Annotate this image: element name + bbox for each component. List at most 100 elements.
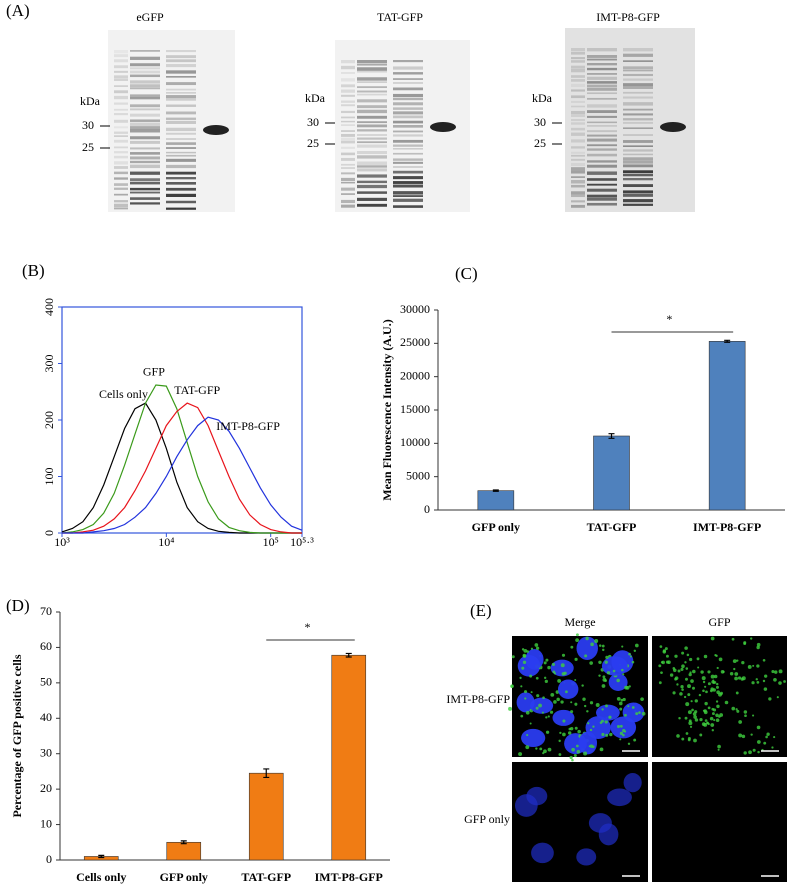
gel-band — [114, 135, 128, 137]
gfp-signal — [524, 690, 528, 694]
gfp-signal — [683, 695, 687, 699]
gel-band — [393, 147, 423, 150]
gel-band — [357, 144, 387, 148]
gel-band — [623, 86, 653, 89]
gfp-signal — [778, 681, 782, 685]
gfp-signal — [684, 661, 687, 664]
gel-band — [571, 154, 585, 157]
gel-band — [357, 203, 387, 207]
gfp-signal — [716, 682, 719, 686]
y-tick-label: 20 — [40, 781, 52, 795]
gel-band — [623, 66, 653, 70]
gfp-signal — [605, 733, 609, 737]
gel-band — [357, 105, 387, 109]
gel-band — [166, 158, 196, 162]
gfp-signal — [547, 747, 552, 752]
gfp-signal — [766, 732, 770, 736]
gel-band — [341, 177, 355, 182]
gel-band — [114, 59, 128, 63]
y-tick-label: 30 — [40, 745, 52, 759]
gel-band — [393, 198, 423, 202]
gel-band — [130, 80, 160, 84]
bar — [477, 490, 515, 511]
gel-band — [341, 163, 355, 166]
gfp-signal — [589, 728, 593, 732]
gel-unit: kDa — [80, 94, 101, 108]
gel-band — [623, 113, 653, 116]
y-tick-label: 5000 — [406, 468, 430, 482]
gel-band — [623, 170, 653, 174]
gel-band — [114, 155, 128, 159]
gel-band — [357, 134, 387, 136]
gel-band — [341, 181, 355, 184]
gel-band — [357, 129, 387, 132]
gel-band — [587, 134, 617, 137]
gel-band — [114, 90, 128, 94]
gfp-signal — [574, 657, 578, 661]
gel-band — [571, 139, 585, 143]
gel-band — [393, 184, 423, 188]
gel-band — [393, 139, 423, 143]
gfp-signal — [588, 745, 591, 748]
gfp-signal — [576, 749, 581, 754]
gfp-signal — [638, 711, 641, 714]
nucleus — [550, 659, 574, 677]
y-tick-label: 0 — [424, 502, 430, 516]
gfp-signal — [685, 677, 688, 681]
gfp-signal — [755, 678, 758, 681]
gfp-signal — [575, 744, 579, 748]
gel-unit: kDa — [305, 91, 326, 105]
gfp-signal — [570, 710, 574, 714]
gel-band — [130, 50, 160, 52]
gel-band — [341, 172, 355, 175]
gfp-signal — [731, 706, 736, 711]
marker-label: 25 — [307, 136, 319, 150]
gfp-signal — [688, 719, 692, 723]
marker-label: 30 — [534, 115, 546, 129]
nucleus — [557, 679, 579, 700]
gfp-signal — [762, 658, 766, 662]
panel-label: (C) — [455, 264, 478, 283]
gfp-signal — [590, 642, 594, 647]
gel-band — [623, 153, 653, 156]
gfp-signal — [688, 672, 692, 677]
gfp-signal — [569, 726, 574, 731]
gel-band — [114, 166, 128, 169]
gfp-signal — [562, 719, 566, 723]
gfp-signal — [616, 725, 620, 729]
gel-band — [114, 151, 128, 154]
gel-band — [166, 138, 196, 140]
column-label: GFP — [708, 615, 730, 629]
gel-band — [393, 195, 423, 197]
gfp-signal — [712, 712, 715, 716]
y-tick-label: 20000 — [400, 368, 430, 382]
gel-band — [393, 166, 423, 168]
significance-label: * — [305, 620, 311, 634]
gel-band — [166, 200, 196, 204]
gfp-signal — [542, 696, 545, 700]
nucleus — [552, 709, 575, 726]
gel-band — [587, 67, 617, 71]
nucleus — [607, 788, 632, 807]
gel-band — [114, 54, 128, 58]
gfp-signal — [631, 660, 635, 664]
gel-band — [623, 140, 653, 143]
gfp-signal — [523, 648, 528, 653]
panel-label: (D) — [6, 596, 30, 615]
gel-band — [341, 124, 355, 126]
gel-band — [166, 111, 196, 115]
gfp-signal — [687, 710, 692, 715]
gfp-signal — [525, 745, 530, 750]
gel-band — [130, 122, 160, 126]
gfp-signal — [547, 715, 550, 718]
gel-band — [130, 119, 160, 122]
gel-band — [341, 120, 355, 123]
gfp-signal — [621, 645, 624, 648]
gel-band — [166, 59, 196, 63]
gfp-signal — [676, 734, 680, 738]
gfp-signal — [700, 670, 704, 674]
gel-band — [114, 171, 128, 175]
gfp-signal — [536, 694, 540, 698]
gfp-signal — [619, 724, 623, 728]
gel-unit: kDa — [532, 91, 553, 105]
